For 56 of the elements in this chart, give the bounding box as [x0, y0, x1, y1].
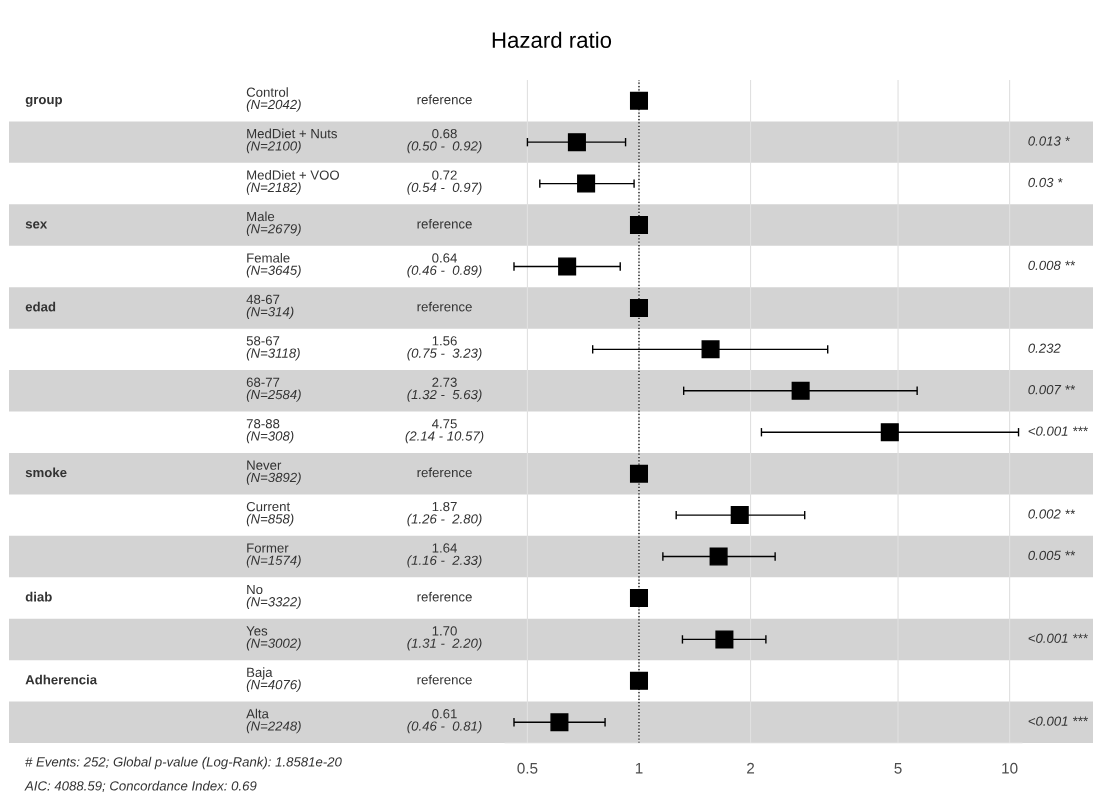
text: diab	[25, 591, 52, 602]
x-tick-label: 2	[747, 762, 755, 774]
text: 0.72 (0.54 - 0.97)	[407, 170, 482, 195]
x-tick-label: 0.5	[517, 762, 538, 774]
text: <0.001 ***	[1028, 633, 1088, 643]
text: 0.64 (0.46 - 0.89)	[407, 253, 482, 278]
text: Control (N=2042)	[246, 87, 301, 112]
text: reference	[417, 301, 472, 312]
text: reference	[417, 467, 472, 478]
text: 0.007 **	[1028, 384, 1076, 395]
x-tick-label: 1	[635, 763, 643, 774]
text: 0.013 *	[1028, 136, 1070, 146]
text: edad	[25, 301, 56, 312]
text: No (N=3322)	[246, 584, 301, 610]
text: 68-77 (N=2584)	[246, 377, 301, 402]
text: MedDiet + Nuts (N=2100)	[246, 128, 337, 154]
text: group	[25, 96, 63, 107]
text: smoke	[25, 467, 67, 478]
text: Adherencia	[25, 674, 98, 685]
text: 0.232	[1028, 343, 1061, 353]
text: 58-67 (N=3118)	[246, 336, 300, 361]
text: 0.005 **	[1028, 550, 1076, 561]
text: reference	[417, 591, 472, 602]
text: # Events: 252; Global p-value (Log-Rank): 1.8581e-20	[25, 756, 342, 770]
text: 0.008 **	[1028, 260, 1076, 271]
text: 48-67 (N=314)	[246, 294, 294, 319]
x-tick-label: 5	[894, 763, 902, 774]
text: Male (N=2679)	[246, 211, 301, 237]
text: 0.61 (0.46 - 0.81)	[407, 709, 482, 734]
text: Current (N=858)	[246, 501, 294, 527]
text: Baja (N=4076)	[246, 667, 301, 692]
text: 1.56 (0.75 - 3.23)	[407, 336, 482, 361]
text: 0.68 (0.50 - 0.92)	[407, 128, 482, 154]
text: AIC: 4088.59; Concordance Index: 0.69	[24, 780, 257, 793]
text: sex	[25, 221, 48, 229]
text: MedDiet + VOO (N=2182)	[246, 170, 340, 195]
x-tick-label: 10	[1002, 762, 1018, 774]
text: 0.03 *	[1028, 177, 1063, 188]
text: reference	[417, 94, 472, 105]
text: 1.70 (1.31 - 2.20)	[407, 626, 482, 651]
text: 1.87 (1.26 - 2.80)	[407, 501, 482, 527]
text: Female (N=3645)	[246, 252, 301, 278]
text: 4.75 (2.14 - 10.57)	[405, 419, 484, 444]
text: <0.001 ***	[1028, 426, 1088, 436]
text: reference	[417, 218, 472, 229]
text: 78-88 (N=308)	[246, 419, 294, 444]
text: Never (N=3892)	[246, 460, 301, 485]
text: 0.002 **	[1028, 509, 1076, 519]
text: reference	[417, 674, 472, 685]
text: Alta (N=2248)	[246, 708, 301, 734]
text: 2.73 (1.32 - 5.63)	[407, 377, 482, 402]
text: <0.001 ***	[1028, 716, 1088, 726]
text: Yes (N=3002)	[246, 626, 301, 651]
chart-title: Hazard ratio	[492, 31, 612, 48]
text: 1.64 (1.16 - 2.33)	[407, 543, 482, 568]
text: Former (N=1574)	[246, 543, 301, 568]
